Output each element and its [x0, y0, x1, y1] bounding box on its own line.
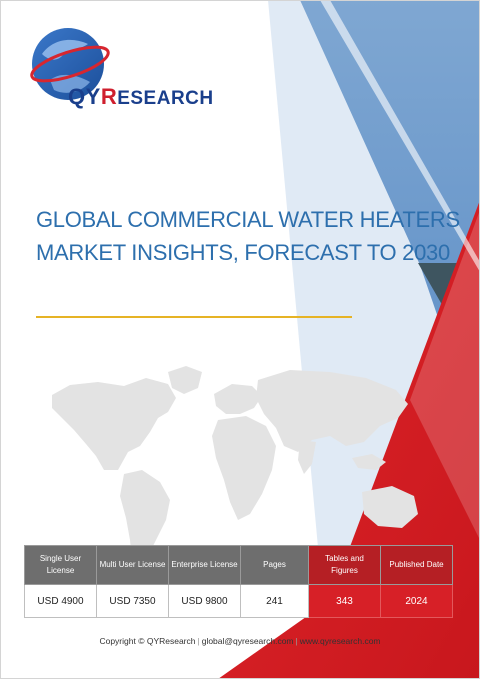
table-row: USD 4900 USD 7350 USD 9800 241 343 2024 [24, 584, 453, 618]
red-highlight [410, 210, 480, 540]
table-header-row: Single User License Multi User License E… [24, 545, 453, 585]
header-pages: Pages [240, 545, 309, 585]
report-title-line-1: GLOBAL COMMERCIAL WATER HEATERS [36, 207, 460, 232]
header-enterprise-license: Enterprise License [168, 545, 241, 585]
value-tables-figures: 343 [308, 584, 381, 618]
footer-website-link[interactable]: www.qyresearch.com [299, 636, 381, 646]
blue-triangle [300, 0, 480, 440]
footer-contact: Copyright © QYResearch | global@qyresearch… [99, 636, 381, 646]
value-pages: 241 [240, 584, 309, 618]
value-multi-user-price[interactable]: USD 7350 [96, 584, 169, 618]
brand-logo: QYRESEARCH [24, 26, 224, 109]
value-published-date: 2024 [380, 584, 453, 618]
header-single-user-license: Single User License [24, 545, 97, 585]
license-pricing-table: Single User License Multi User License E… [24, 545, 453, 618]
value-enterprise-price[interactable]: USD 9800 [168, 584, 241, 618]
brand-letter-r: R [100, 84, 118, 109]
footer-email-link[interactable]: global@qyresearch.com [201, 636, 294, 646]
brand-letters-rest: ESEARCH [117, 88, 214, 109]
report-title: GLOBAL COMMERCIAL WATER HEATERS MARKET I… [36, 203, 460, 269]
header-published-date: Published Date [380, 545, 453, 585]
header-multi-user-license: Multi User License [96, 545, 169, 585]
title-underline [36, 316, 352, 318]
globe-logo-icon [30, 28, 110, 100]
brand-letter-q: Q [68, 84, 86, 109]
world-map-graphic [52, 366, 418, 574]
footer-copyright: Copyright © QYResearch [99, 636, 196, 646]
brand-wordmark: QYRESEARCH [68, 84, 214, 109]
report-title-line-2: MARKET INSIGHTS, FORECAST TO 2030 [36, 240, 450, 265]
header-tables-figures: Tables and Figures [308, 545, 381, 585]
white-stripe [320, 0, 480, 272]
value-single-user-price[interactable]: USD 4900 [24, 584, 97, 618]
brand-letter-y: Y [85, 84, 101, 109]
